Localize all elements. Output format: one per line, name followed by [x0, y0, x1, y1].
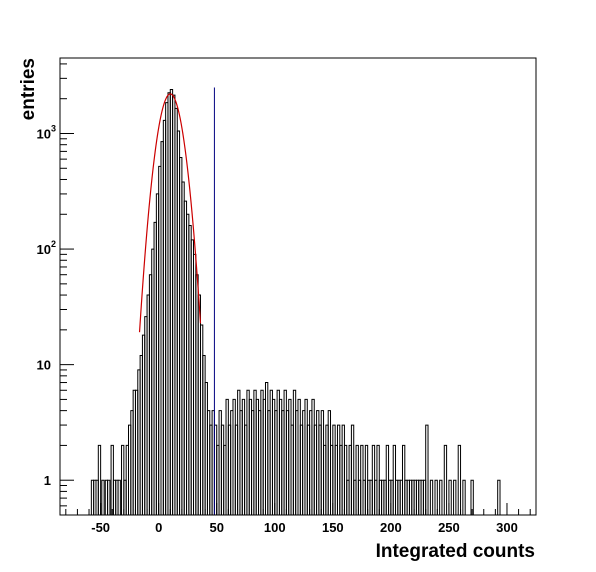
x-axis-title: Integrated counts	[376, 541, 535, 562]
histogram-bin	[107, 479, 111, 515]
x-tick-label: 50	[209, 520, 223, 535]
histogram-bin	[117, 479, 121, 515]
histogram-bin	[453, 479, 457, 515]
histogram-bin	[425, 424, 429, 515]
x-axis: -50 0 50 100 150 200 250 300	[65, 503, 531, 535]
histogram-bin	[470, 479, 474, 515]
histogram-bin	[448, 479, 452, 515]
histogram-bin	[462, 479, 466, 515]
x-tick-label: 0	[155, 520, 162, 535]
data-layer	[90, 87, 501, 515]
fit-curve	[138, 93, 202, 333]
histogram-bin	[439, 479, 443, 515]
histogram-bin	[97, 444, 102, 515]
y-tick-label: 10	[37, 358, 51, 373]
y-tick-exponent: 3	[51, 123, 56, 133]
histogram-bin	[101, 479, 105, 515]
x-tick-label: -50	[91, 520, 110, 535]
y-tick-base: 10	[37, 126, 51, 141]
histogram-bin	[443, 444, 448, 515]
x-tick-label: 100	[264, 520, 286, 535]
y-tick-base: 10	[37, 242, 51, 257]
y-tick-label: 1	[44, 473, 51, 488]
histogram-bin	[434, 479, 438, 515]
x-tick-label: 300	[496, 520, 518, 535]
y-axis-title: entries	[18, 58, 39, 120]
y-tick-label: 102	[37, 239, 56, 257]
histogram-bin	[497, 479, 501, 515]
y-tick-label: 103	[37, 123, 56, 141]
histogram-bin	[350, 424, 355, 515]
x-tick-label: 200	[380, 520, 402, 535]
histogram-bin	[429, 479, 434, 515]
histogram-bin	[457, 444, 462, 515]
y-tick-exponent: 2	[51, 239, 56, 249]
x-tick-label: 250	[438, 520, 460, 535]
x-tick-label: 150	[322, 520, 344, 535]
